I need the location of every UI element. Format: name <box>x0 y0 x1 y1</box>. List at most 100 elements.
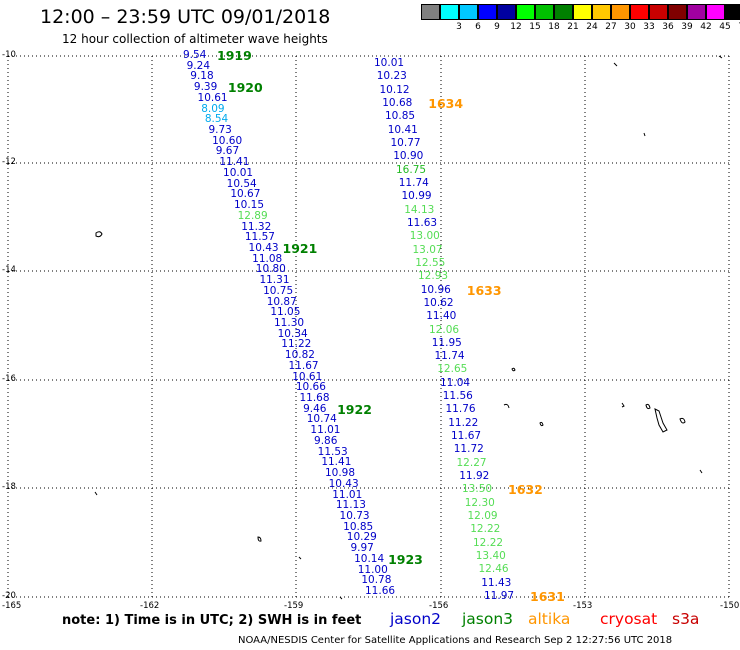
swh-value: 11.76 <box>445 403 476 416</box>
longitude-label: -156 <box>429 601 449 611</box>
latitude-label: -18 <box>2 482 16 492</box>
legend-swatch <box>535 4 554 20</box>
island-outline <box>298 556 302 560</box>
swh-value: 11.68 <box>299 392 330 405</box>
legend-swatch <box>573 4 592 20</box>
swh-value: 10.74 <box>306 413 337 426</box>
swh-value: 11.08 <box>252 252 283 265</box>
pass-time-label: 1922 <box>337 401 372 417</box>
legend-label: 24 <box>586 22 598 32</box>
legend-label: 6 <box>475 22 481 32</box>
island-outlines <box>94 55 723 600</box>
swh-value: 8.09 <box>201 102 225 115</box>
swh-value: 11.30 <box>274 317 305 329</box>
swh-value: 10.29 <box>346 531 377 544</box>
legend-label: 36 <box>662 22 674 32</box>
island-outline <box>613 62 618 67</box>
island-outline <box>95 231 103 238</box>
swh-value: 12.65 <box>437 363 468 376</box>
legend-swatch <box>725 4 740 20</box>
swh-value: 11.74 <box>434 350 465 363</box>
swh-value: 9.24 <box>186 59 211 72</box>
swh-value: 11.92 <box>459 470 490 483</box>
swh-value: 11.56 <box>442 390 473 403</box>
legend-swatch <box>478 4 497 20</box>
pass-time-label: 1631 <box>530 589 565 604</box>
legend-label: 9 <box>494 22 500 32</box>
swh-value: 11.74 <box>398 176 429 189</box>
swh-value: 10.99 <box>401 190 432 203</box>
swh-value: 13.50 <box>462 483 493 496</box>
swh-value: 13.07 <box>412 243 443 256</box>
swh-value: 10.12 <box>379 83 410 96</box>
swh-value: 10.75 <box>263 284 294 297</box>
swh-value: 12.09 <box>467 510 498 523</box>
legend-swatch <box>554 4 573 20</box>
swh-value: 9.67 <box>215 145 240 158</box>
map-grid <box>7 55 730 598</box>
swh-value: 10.61 <box>292 370 323 383</box>
swh-value: 10.43 <box>248 241 279 254</box>
satellite-name: cryosat <box>600 610 658 628</box>
legend-label: 39 <box>681 22 693 32</box>
pass-time-label: 1923 <box>388 551 423 567</box>
island-outline <box>511 367 516 372</box>
legend-swatch <box>440 4 459 20</box>
swh-value: 11.67 <box>451 430 482 443</box>
island-outline <box>621 402 625 408</box>
legend-swatch <box>668 4 687 20</box>
island-outline <box>339 596 343 600</box>
longitude-label: -162 <box>140 601 160 611</box>
legend-label: 42 <box>700 22 712 32</box>
page-title: 12:00 – 23:59 UTC 09/01/2018 <box>40 6 331 28</box>
swh-value: 11.43 <box>481 576 512 589</box>
legend-swatch <box>630 4 649 20</box>
latitude-label: -16 <box>2 374 16 384</box>
island-outline <box>654 408 668 433</box>
swh-value: 11.05 <box>270 306 301 319</box>
longitude-label: -159 <box>284 601 304 611</box>
legend-label: 70 <box>734 22 740 32</box>
swh-value: 10.85 <box>385 110 416 123</box>
swh-value: 12.89 <box>237 209 268 222</box>
swh-value: 10.60 <box>212 134 243 147</box>
legend-swatch <box>649 4 668 20</box>
swh-value: 11.04 <box>440 376 471 389</box>
swh-value: 11.13 <box>335 499 366 512</box>
swh-value: 11.41 <box>321 456 352 469</box>
footer-note: note: 1) Time is in UTC; 2) SWH is in fe… <box>62 613 362 628</box>
swh-value: 10.66 <box>295 381 326 394</box>
swh-value: 10.80 <box>255 263 286 276</box>
legend-label: 21 <box>567 22 579 32</box>
swh-value: 10.34 <box>277 327 308 340</box>
island-outline <box>718 55 723 59</box>
swh-value: 11.95 <box>431 336 462 349</box>
island-outline <box>503 403 510 409</box>
longitude-label: -153 <box>573 601 593 611</box>
latitude-label: -10 <box>2 50 16 60</box>
page-subtitle: 12 hour collection of altimeter wave hei… <box>62 32 328 46</box>
swh-value: 12.27 <box>456 456 487 469</box>
longitude-label: -150 <box>720 601 740 611</box>
legend-swatch <box>611 4 630 20</box>
legend-swatch <box>459 4 478 20</box>
swh-value: 10.73 <box>339 509 370 522</box>
swh-value: 11.53 <box>317 445 348 458</box>
island-outline <box>645 403 651 410</box>
swh-value: 11.32 <box>241 220 272 233</box>
swh-value: 9.54 <box>183 49 207 61</box>
legend-label: 3 <box>456 22 462 32</box>
swh-value: 11.01 <box>310 424 341 437</box>
swh-value: 10.96 <box>420 283 451 296</box>
legend-label: 12 <box>510 22 522 32</box>
swh-value: 10.14 <box>354 552 385 565</box>
swh-value: 10.62 <box>423 296 454 309</box>
swh-value: 11.66 <box>365 585 396 597</box>
legend-swatch <box>516 4 535 20</box>
legend-swatch <box>706 4 725 20</box>
swh-value: 10.67 <box>230 188 261 201</box>
pass-time-label: 1634 <box>428 95 464 111</box>
swh-value: 11.31 <box>259 274 290 287</box>
swh-value: 8.54 <box>204 113 229 126</box>
